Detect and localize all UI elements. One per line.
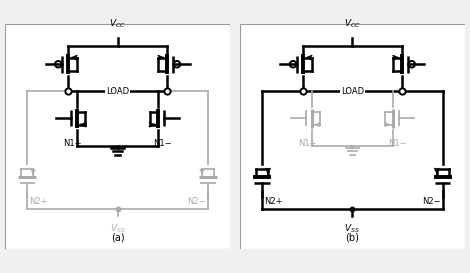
Text: $V_{CC}$: $V_{CC}$: [344, 18, 361, 30]
Text: N2−: N2−: [187, 197, 206, 206]
Text: N1−: N1−: [388, 139, 407, 148]
Text: N1+: N1+: [63, 139, 82, 148]
Text: N1+: N1+: [298, 139, 316, 148]
Text: $V_{SS}$: $V_{SS}$: [110, 222, 125, 235]
Text: N2+: N2+: [264, 197, 283, 206]
Text: LOAD: LOAD: [106, 87, 129, 96]
Text: N1−: N1−: [153, 139, 172, 148]
Text: N2+: N2+: [30, 197, 48, 206]
Text: N2−: N2−: [422, 197, 440, 206]
Text: $V_{CC}$: $V_{CC}$: [109, 18, 126, 30]
Text: (a): (a): [111, 233, 125, 243]
Text: LOAD: LOAD: [341, 87, 364, 96]
Text: $V_{SS}$: $V_{SS}$: [345, 222, 360, 235]
Text: (b): (b): [345, 233, 360, 243]
